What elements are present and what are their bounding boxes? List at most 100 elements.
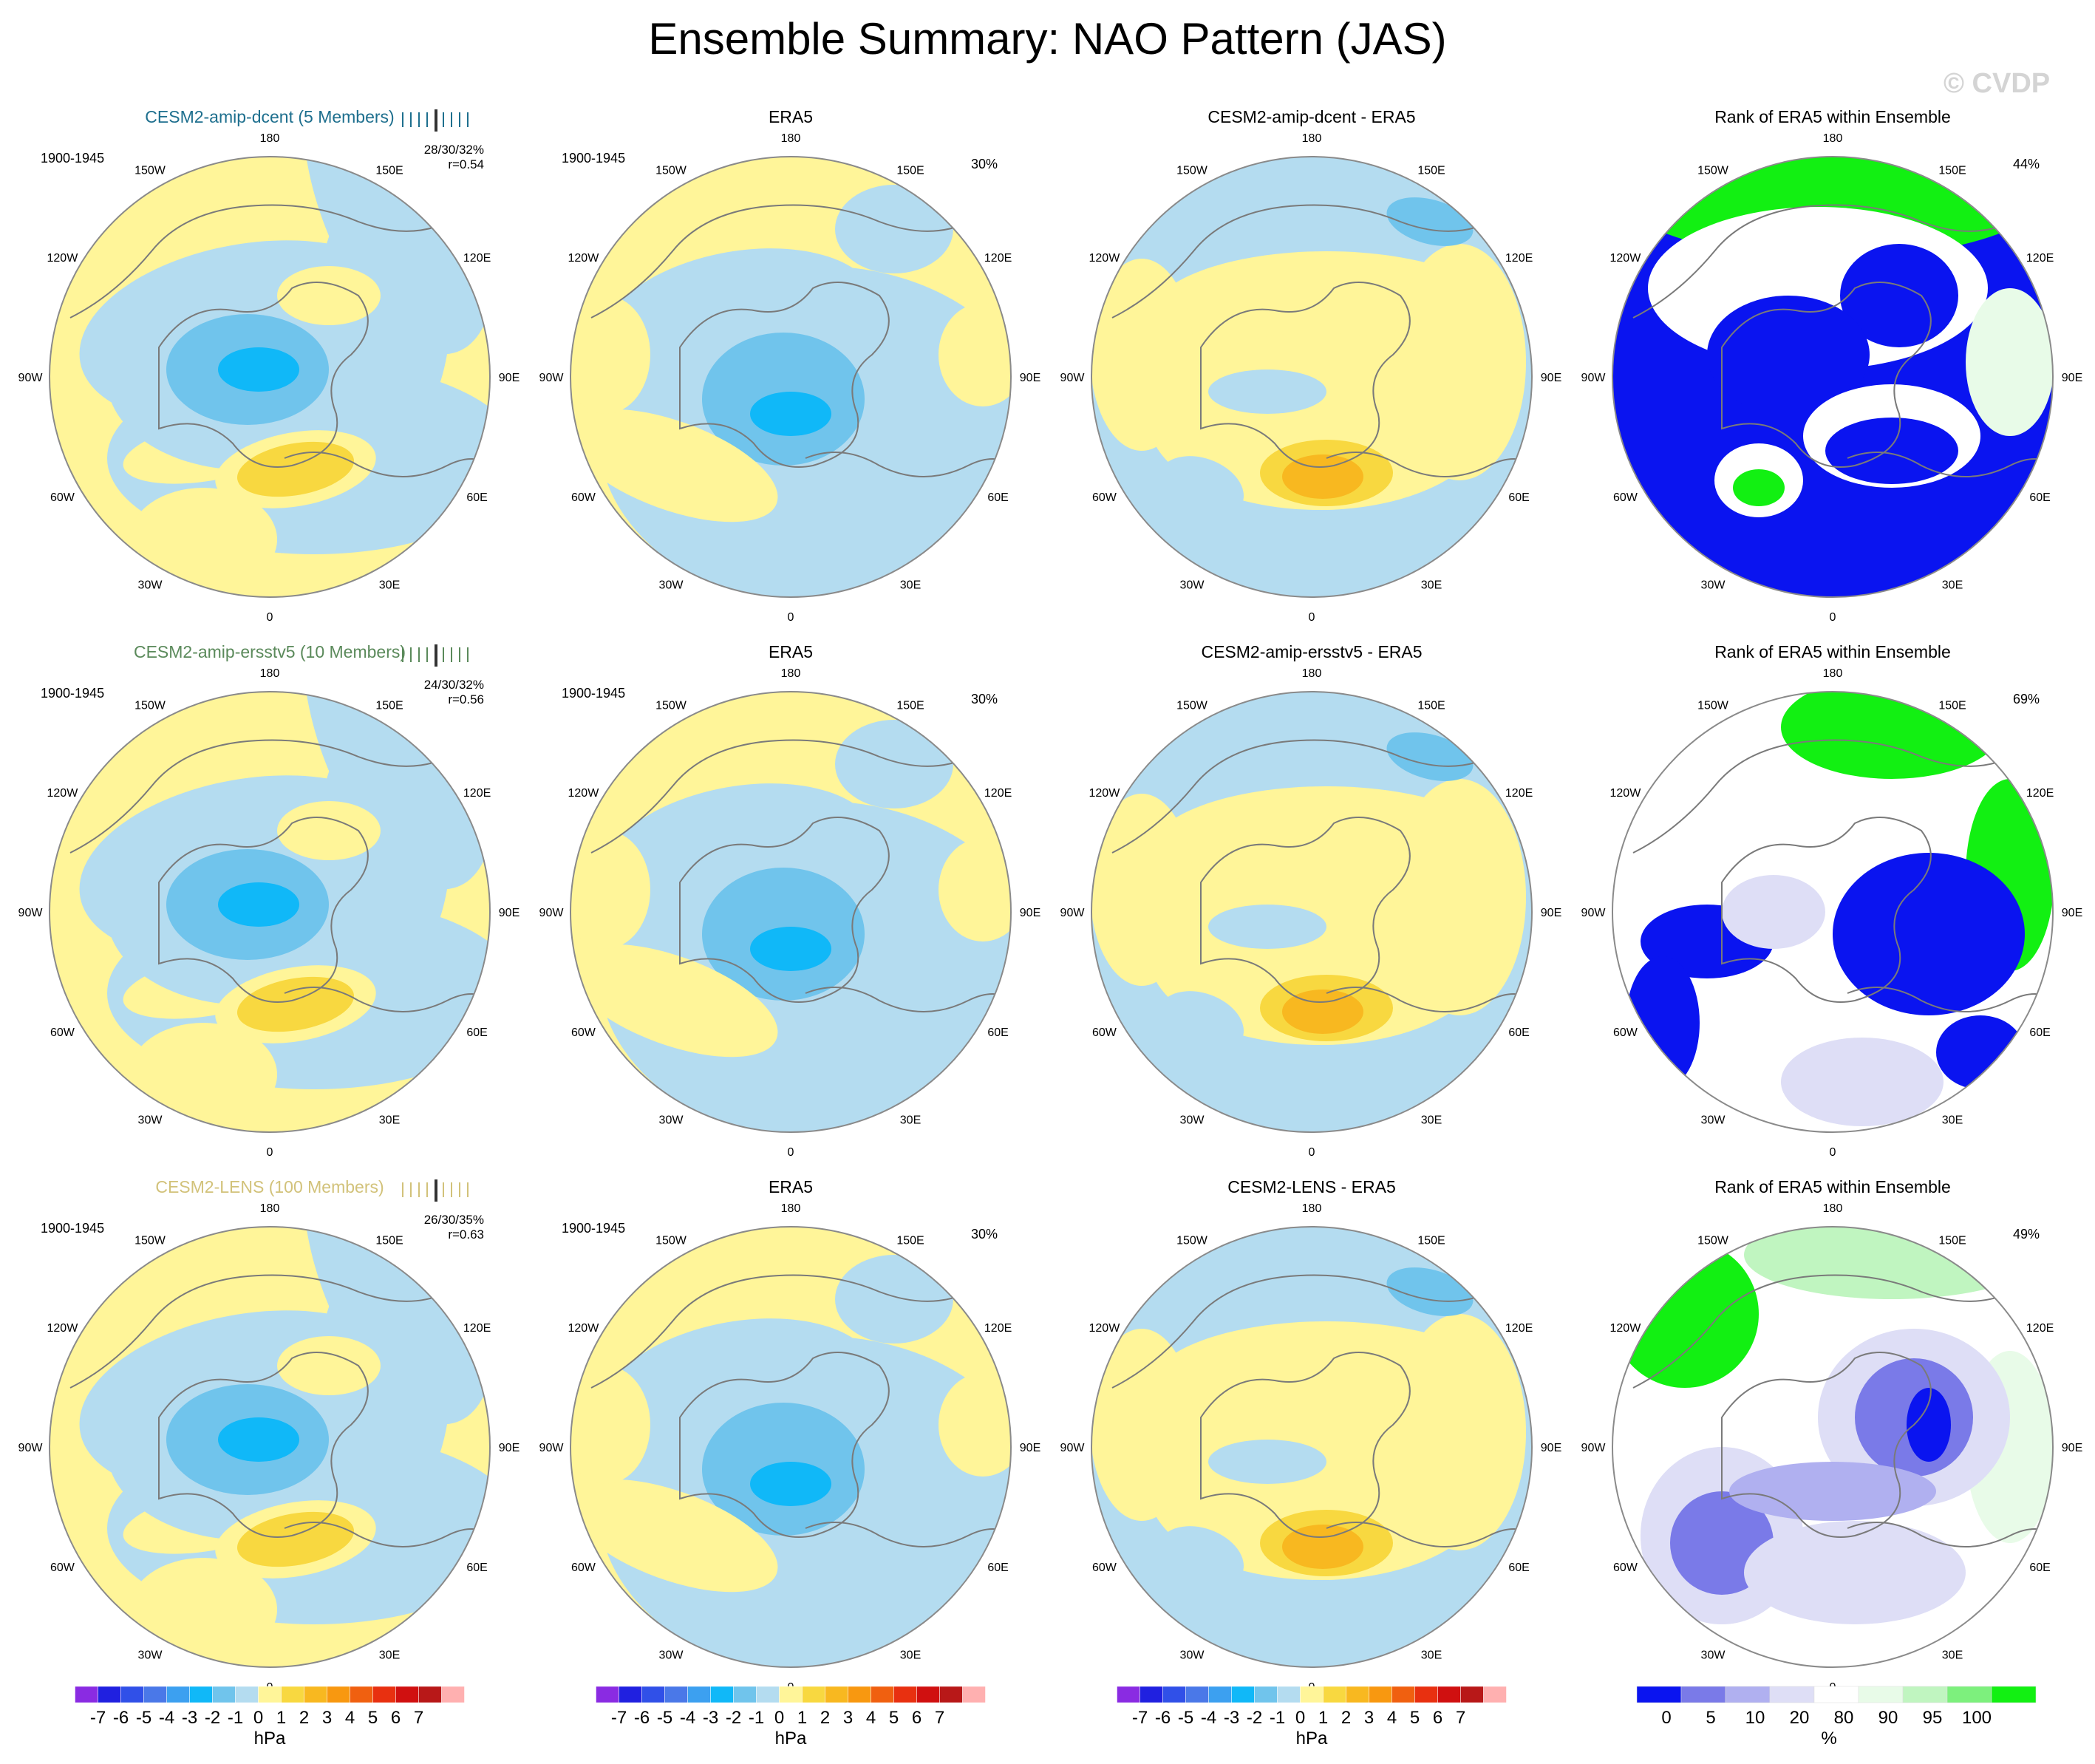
colorbar-tick-label: 80 (1834, 1708, 1854, 1728)
field-region (1825, 418, 1958, 484)
longitude-label: 0 (1830, 1146, 1836, 1159)
colorbar-tick-label: -4 (1201, 1708, 1216, 1728)
rank-panel-field (1612, 692, 2053, 1132)
longitude-label: 60E (1508, 1562, 1529, 1574)
model-panel-field (50, 157, 490, 597)
longitude-label: 60E (1508, 491, 1529, 504)
longitude-label: 150E (1938, 164, 1966, 177)
longitude-label: 150W (655, 699, 687, 712)
longitude-label: 90E (1541, 1442, 1561, 1454)
longitude-label: 150W (1697, 699, 1729, 712)
obs-colorbar: -7 -6 -5 -4 -3 -2 -1 0 1 2 3 4 5 6 7 hPa (596, 1686, 986, 1748)
field-region (1744, 1227, 2040, 1299)
cvdp-watermark: © CVDP (1944, 68, 2051, 99)
colorbar-swatch (1323, 1686, 1346, 1703)
colorbar-tick-label: 0 (253, 1708, 263, 1728)
obs-period: 1900-1945 (562, 151, 625, 166)
colorbar-unit: % (1821, 1729, 1836, 1748)
longitude-label: 150W (1176, 164, 1208, 177)
longitude-label: 150E (1417, 1234, 1445, 1247)
model-colorbar: -7 -6 -5 -4 -3 -2 -1 0 1 2 3 4 5 6 7 hPa (75, 1686, 465, 1748)
longitude-label: 150E (896, 699, 924, 712)
longitude-label: 180 (1302, 1202, 1322, 1215)
longitude-label: 30W (138, 1649, 163, 1662)
longitude-label: 30W (1180, 1114, 1205, 1127)
colorbar-swatch (596, 1686, 619, 1703)
map-boundary (1091, 691, 1533, 1133)
longitude-label: 150E (1938, 699, 1966, 712)
longitude-label: 150E (1938, 1234, 1966, 1247)
colorbar-tick-label: -3 (703, 1708, 718, 1728)
model-pattern-correlation: r=0.56 (448, 692, 484, 706)
coastline (158, 817, 369, 1003)
longitude-label: 90E (1541, 372, 1561, 384)
longitude-label: 180 (260, 132, 280, 145)
longitude-label: 90W (1060, 372, 1086, 384)
colorbar-tick-label: -7 (1132, 1708, 1148, 1728)
longitude-label: 90W (539, 372, 565, 384)
longitude-label: 30E (1421, 1649, 1442, 1662)
colorbar-tick-label: -6 (113, 1708, 129, 1728)
colorbar-swatch (1813, 1686, 1859, 1703)
longitude-label: 150E (1417, 699, 1445, 712)
colorbar-tick-label: -6 (1155, 1708, 1171, 1728)
colorbar-tick-label: -1 (228, 1708, 243, 1728)
colorbar-tick-label: 3 (843, 1708, 853, 1728)
longitude-label: 60W (571, 491, 596, 504)
longitude-label: 180 (260, 1202, 280, 1215)
field-region (1208, 1440, 1326, 1484)
longitude-label: 150E (375, 164, 403, 177)
colorbar-tick-label: 100 (1962, 1708, 1992, 1728)
obs-period: 1900-1945 (562, 1221, 625, 1236)
colorbar-swatch (1140, 1686, 1163, 1703)
obs-period: 1900-1945 (562, 686, 625, 701)
obs-explained-variance: 30% (971, 1227, 998, 1242)
longitude-label: 180 (781, 132, 801, 145)
colorbar-tick-label: 6 (912, 1708, 922, 1728)
colorbar-swatch (1680, 1686, 1726, 1703)
longitude-label: 30E (900, 1114, 921, 1127)
coastline (69, 1274, 463, 1389)
colorbar-tick-label: 95 (1923, 1708, 1943, 1728)
colorbar-tick-label: -4 (159, 1708, 174, 1728)
longitude-label: 150W (655, 164, 687, 177)
field-region (835, 1255, 953, 1344)
model-panel-map: 180 150E 120E 90E 60E 30E 0 30W 60W 90W 120W 150W (18, 132, 520, 624)
field-region (1386, 197, 1474, 246)
colorbar-tick-label: 20 (1790, 1708, 1810, 1728)
field-region (236, 441, 355, 497)
colorbar-swatch (1346, 1686, 1369, 1703)
longitude-label: 30E (1421, 1114, 1442, 1127)
colorbar-tick-label: -2 (1247, 1708, 1262, 1728)
longitude-label: 30E (900, 579, 921, 592)
colorbar-tick-label: 1 (1318, 1708, 1328, 1728)
model-period: 1900-1945 (41, 686, 104, 701)
longitude-label: 120E (984, 1322, 1012, 1335)
field-region (939, 1373, 1011, 1477)
longitude-label: 0 (788, 611, 794, 624)
map-boundary (570, 691, 1012, 1133)
colorbar-swatch (350, 1686, 373, 1703)
obs-explained-variance: 30% (971, 692, 998, 706)
colorbar-tick-label: 3 (322, 1708, 332, 1728)
rank-panel-title: Rank of ERA5 within Ensemble (1714, 107, 1951, 126)
field-region (570, 1479, 778, 1593)
longitude-label: 120E (2026, 787, 2054, 800)
colorbar-swatch (641, 1686, 665, 1703)
longitude-label: 90W (539, 1442, 565, 1454)
colorbar-tick-label: 0 (1295, 1708, 1305, 1728)
coastline (1721, 817, 1932, 1003)
longitude-label: 120W (47, 787, 79, 800)
model-pattern-correlation: r=0.54 (448, 157, 484, 171)
colorbar-swatch (1636, 1686, 1682, 1703)
field-region (1091, 259, 1193, 451)
longitude-label: 0 (267, 611, 273, 624)
diff-panel-title: CESM2-LENS - ERA5 (1227, 1177, 1396, 1196)
coastline (69, 204, 463, 319)
field-region (1707, 296, 1870, 414)
longitude-label: 30W (1701, 1114, 1726, 1127)
longitude-label: 90E (1020, 907, 1040, 919)
colorbar-tick-label: -4 (680, 1708, 695, 1728)
